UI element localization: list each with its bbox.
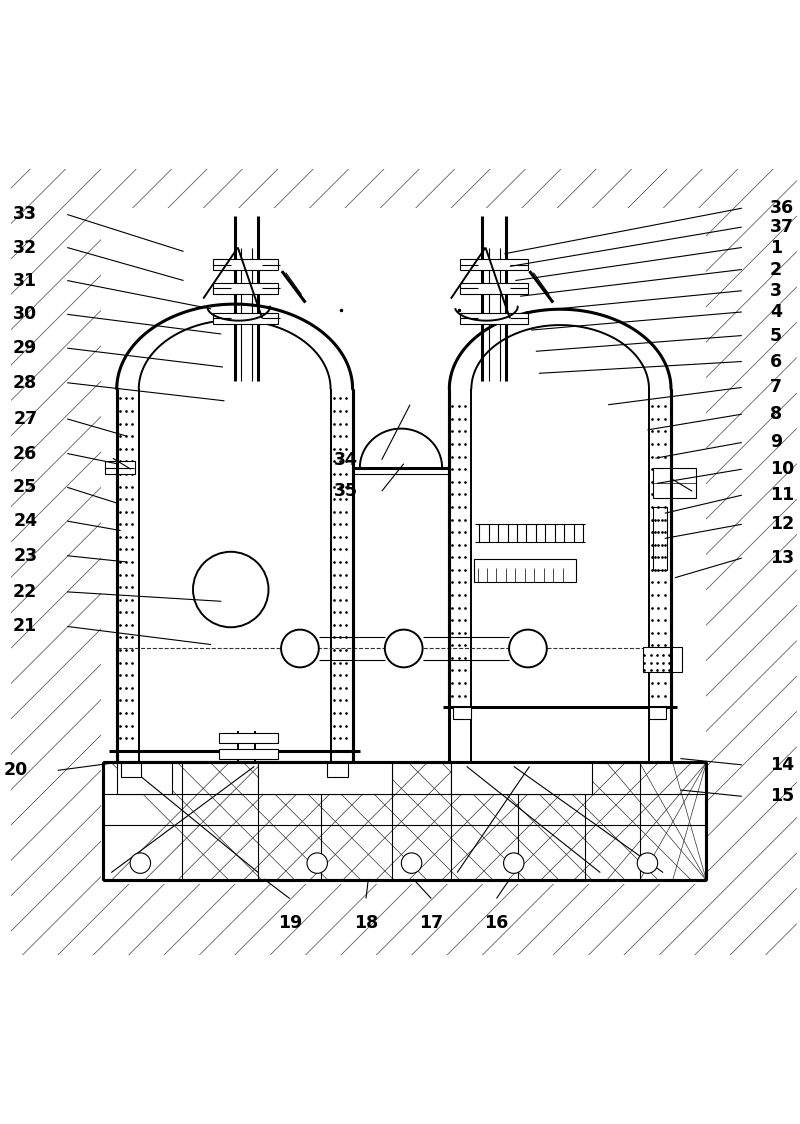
Bar	[213, 283, 278, 293]
Circle shape	[385, 629, 422, 668]
Text: 36: 36	[770, 199, 794, 217]
Text: 13: 13	[770, 549, 794, 568]
Bar	[460, 260, 528, 270]
Text: 27: 27	[14, 410, 38, 428]
Text: 33: 33	[14, 206, 38, 224]
Text: 9: 9	[770, 434, 782, 452]
Text: 14: 14	[770, 755, 794, 773]
Bar	[653, 468, 696, 498]
Text: 3: 3	[770, 282, 782, 300]
Bar	[138, 389, 330, 762]
Text: 25: 25	[13, 479, 38, 497]
Text: 30: 30	[14, 306, 38, 324]
Bar	[327, 762, 348, 777]
Text: 17: 17	[419, 914, 443, 932]
Text: 35: 35	[334, 482, 358, 500]
Bar	[474, 559, 576, 582]
Text: 26: 26	[13, 444, 38, 462]
Bar	[454, 707, 470, 719]
Bar	[219, 749, 278, 759]
Bar	[460, 312, 528, 324]
Bar	[642, 647, 682, 672]
Text: 21: 21	[13, 617, 38, 635]
Text: 10: 10	[770, 460, 794, 478]
Text: 8: 8	[770, 405, 782, 424]
Text: 19: 19	[278, 914, 302, 932]
Text: 32: 32	[14, 238, 38, 256]
Text: 34: 34	[334, 451, 358, 469]
Bar	[101, 208, 706, 885]
Text: 31: 31	[14, 272, 38, 290]
Bar	[213, 260, 278, 270]
Bar	[653, 507, 667, 570]
Text: 5: 5	[770, 327, 782, 345]
Text: 12: 12	[770, 515, 794, 533]
Text: 28: 28	[13, 374, 38, 392]
Bar	[460, 283, 528, 293]
Text: 6: 6	[770, 353, 782, 371]
Text: 23: 23	[14, 546, 38, 564]
Bar	[649, 707, 666, 719]
Text: 29: 29	[13, 339, 38, 357]
Circle shape	[503, 853, 524, 873]
Bar	[219, 733, 278, 743]
Text: 18: 18	[354, 914, 378, 932]
Text: 22: 22	[13, 583, 38, 601]
Text: 4: 4	[770, 303, 782, 321]
Circle shape	[281, 629, 319, 668]
Circle shape	[509, 629, 547, 668]
Bar	[471, 389, 649, 707]
Text: 7: 7	[770, 379, 782, 397]
Bar	[105, 461, 135, 474]
Text: 20: 20	[4, 761, 28, 779]
Circle shape	[638, 853, 658, 873]
Bar	[451, 762, 593, 794]
Text: 1: 1	[770, 238, 782, 256]
Circle shape	[130, 853, 150, 873]
Bar	[258, 762, 392, 794]
Text: 24: 24	[14, 513, 38, 531]
Text: 2: 2	[770, 261, 782, 279]
Bar	[121, 762, 141, 777]
Bar	[117, 762, 172, 794]
Text: 11: 11	[770, 487, 794, 505]
Text: 15: 15	[770, 787, 794, 805]
Bar	[213, 312, 278, 324]
Circle shape	[402, 853, 422, 873]
Circle shape	[307, 853, 327, 873]
Text: 16: 16	[484, 914, 509, 932]
Text: 37: 37	[770, 218, 794, 236]
Circle shape	[193, 552, 269, 627]
